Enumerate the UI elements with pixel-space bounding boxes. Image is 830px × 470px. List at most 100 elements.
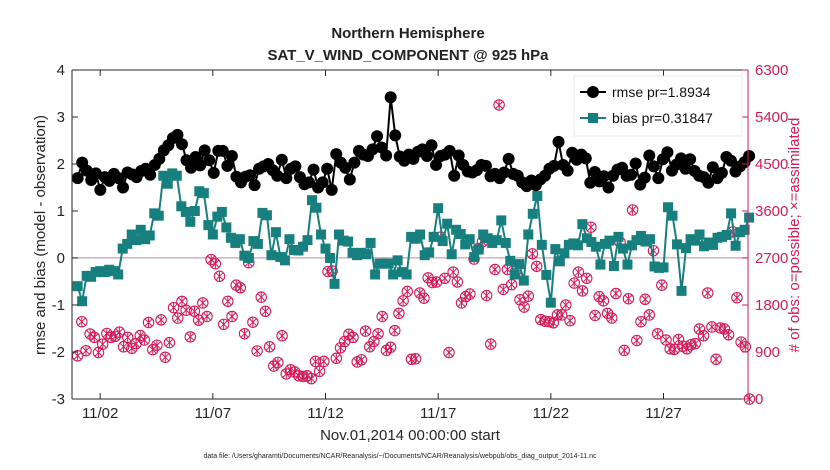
obs-assimilated-point [152, 340, 161, 350]
obs-assimilated-point [169, 302, 178, 313]
rmse-point [271, 169, 284, 182]
rmse-point [643, 149, 656, 162]
rmse-point [89, 167, 102, 180]
obs-possible-point [134, 329, 146, 342]
obs-possible-point [263, 341, 276, 353]
y-right-tick-label: 900 [755, 344, 780, 361]
obs-assimilated-point [223, 296, 232, 307]
bias-point [518, 275, 529, 286]
obs-assimilated-point [248, 317, 257, 327]
obs-possible-point [167, 301, 180, 314]
y-right-tick-label: 3600 [755, 203, 788, 220]
bias-point [77, 296, 88, 307]
obs-assimilated-point [520, 302, 529, 312]
bias-point [509, 269, 520, 280]
rmse-point [675, 152, 688, 165]
bias-point [667, 210, 678, 221]
obs-assimilated-point [211, 259, 220, 269]
obs-assimilated-point [374, 329, 383, 339]
rmse-point [144, 168, 157, 181]
bias-point [320, 243, 331, 254]
obs-assimilated-point [695, 324, 704, 334]
x-tick-label: 11/07 [195, 405, 231, 422]
obs-possible-point [280, 368, 293, 380]
bias-point [180, 206, 191, 217]
obs-assimilated-point [86, 329, 95, 339]
obs-assimilated-point [415, 288, 424, 298]
obs-assimilated-point [173, 313, 182, 323]
bias-point [505, 255, 516, 266]
axes [71, 69, 749, 400]
bias-point [532, 190, 543, 201]
obs-assimilated-point [90, 332, 99, 343]
bias-point [442, 218, 453, 229]
obs-possible-point [217, 318, 230, 331]
obs-possible-point [226, 310, 238, 323]
bias-point [144, 230, 155, 241]
rmse-point [652, 172, 665, 185]
y-axis-label-left: rmse and bias (model - observation) [32, 115, 49, 355]
obs-assimilated-point [745, 394, 754, 404]
obs-assimilated-point [123, 332, 132, 343]
x-tick-label: 11/22 [533, 405, 569, 422]
bias-point [635, 230, 646, 241]
y-tick-label: 2 [57, 156, 65, 173]
obs-possible-point [464, 288, 476, 300]
bias-point [708, 239, 719, 250]
obs-assimilated-point [620, 345, 629, 356]
obs-assimilated-point [340, 336, 349, 347]
data-file-note: data file: /Users/gharamti/Documents/NCA… [203, 453, 597, 460]
bias-point [473, 244, 484, 255]
obs-possible-point [656, 279, 668, 291]
obs-possible-point [80, 344, 92, 357]
obs-possible-point [222, 295, 234, 308]
bias-point [176, 201, 187, 212]
rmse-point [80, 164, 93, 177]
rmse-point [289, 160, 302, 173]
legend-rmse-marker [587, 86, 599, 98]
bias-point [171, 170, 182, 181]
rmse-point [452, 149, 465, 162]
obs-assimilated-point [332, 353, 341, 363]
rmse-point [679, 162, 692, 175]
obs-possible-point [418, 292, 430, 304]
obs-possible-point [447, 266, 459, 278]
bias-point [663, 202, 674, 213]
obs-assimilated-point [632, 335, 641, 346]
obs-assimilated-point [265, 342, 274, 352]
y-right-tick-label: 4500 [755, 156, 788, 173]
obs-possible-point [247, 316, 259, 328]
obs-possible-point [697, 330, 710, 342]
obs-possible-point [347, 331, 359, 344]
bias-point [261, 210, 272, 221]
y-tick-label: 3 [57, 109, 65, 126]
obs-possible-point [518, 301, 530, 313]
obs-possible-point [313, 365, 326, 378]
obs-possible-point [146, 343, 159, 356]
obs-possible-point [397, 295, 409, 307]
bias-point [541, 269, 552, 280]
obs-possible-point [197, 297, 209, 309]
obs-assimilated-point [140, 335, 149, 345]
obs-possible-point [626, 204, 639, 216]
obs-possible-point [568, 277, 580, 289]
obs-possible-point [213, 270, 226, 283]
obs-possible-point [393, 307, 405, 320]
bias-point [203, 220, 214, 231]
obs-possible-point [493, 99, 505, 111]
rmse-point [743, 150, 756, 163]
obs-possible-point [484, 338, 497, 350]
obs-possible-point [401, 285, 414, 298]
obs-assimilated-point [703, 288, 712, 298]
obs-possible-point [184, 331, 197, 343]
obs-assimilated-point [382, 345, 391, 356]
bias-point [428, 231, 439, 242]
obs-assimilated-point [165, 337, 174, 348]
obs-possible-point [343, 328, 355, 340]
obs-assimilated-point [570, 278, 579, 288]
rmse-point [588, 165, 601, 178]
rmse-point [275, 153, 288, 166]
obs-assimilated-point [670, 344, 679, 355]
obs-assimilated-point [273, 357, 282, 368]
